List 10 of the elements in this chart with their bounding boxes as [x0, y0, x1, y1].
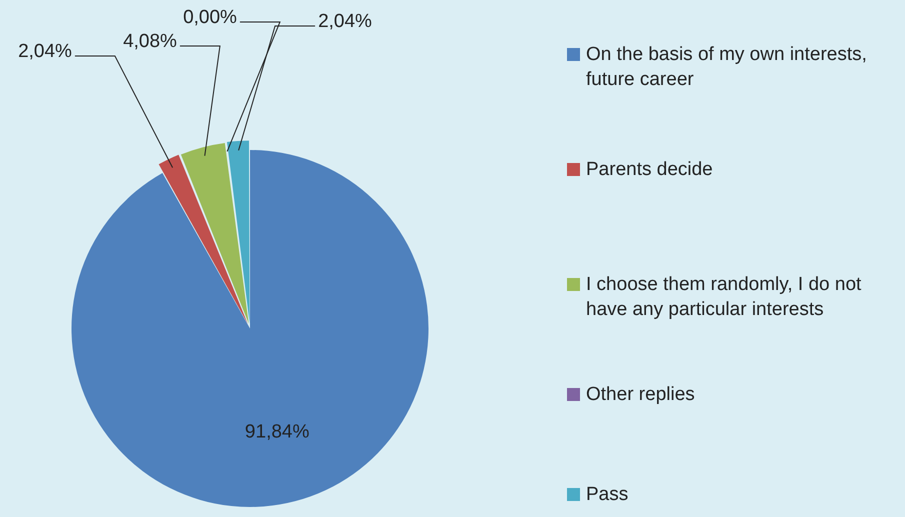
data-label: 2,04%: [318, 11, 372, 32]
data-label: 4,08%: [123, 31, 178, 52]
text: 0,00%: [183, 7, 237, 28]
data-label: 91,84%: [244, 421, 310, 442]
legend-label: Pass: [586, 483, 628, 507]
data-label: 2,04%: [18, 41, 72, 62]
legend-label: I choose them randomly, I do not have any particular interests: [586, 273, 862, 322]
legend-label: Parents decide: [586, 158, 713, 182]
legend-label: Other replies: [586, 383, 695, 407]
legend-label: On the basis of my own interests, future career: [586, 43, 868, 92]
